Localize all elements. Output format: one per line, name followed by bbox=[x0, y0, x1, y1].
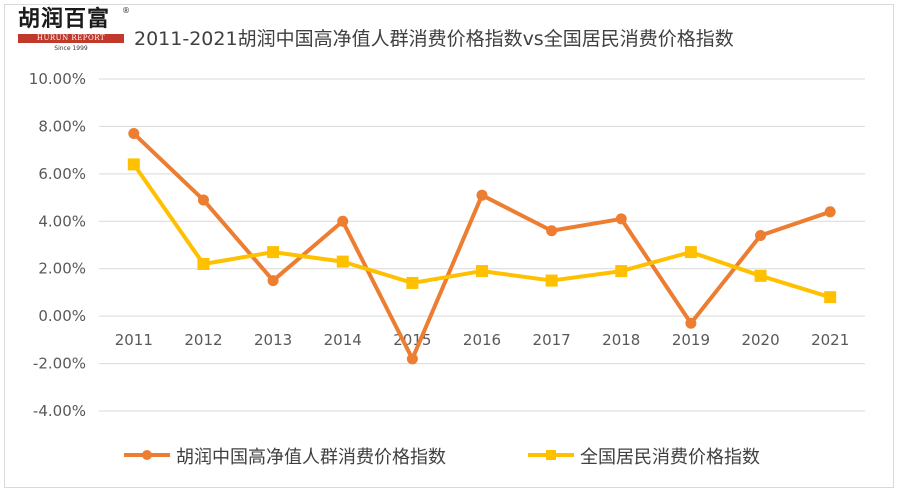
data-point bbox=[476, 265, 488, 278]
logo-chinese-text: 胡润百富 bbox=[18, 7, 111, 32]
y-tick-label: 0.00% bbox=[38, 307, 86, 325]
y-tick-label: 8.00% bbox=[38, 117, 86, 135]
y-tick-label: 2.00% bbox=[38, 260, 86, 278]
x-tick-label: 2019 bbox=[672, 331, 710, 349]
x-tick-label: 2013 bbox=[254, 331, 292, 349]
data-point bbox=[476, 189, 488, 201]
data-point bbox=[684, 246, 697, 259]
logo-red-bar bbox=[18, 34, 124, 43]
y-tick-label: -2.00% bbox=[33, 355, 86, 373]
data-point bbox=[267, 246, 280, 259]
data-point bbox=[267, 275, 279, 287]
x-tick-label: 2014 bbox=[324, 331, 362, 349]
data-point bbox=[336, 255, 349, 268]
data-point bbox=[128, 128, 140, 140]
legend-label-cpi: 全国居民消费价格指数 bbox=[580, 447, 760, 468]
x-tick-label: 2012 bbox=[184, 331, 222, 349]
x-tick-label: 2016 bbox=[463, 331, 501, 349]
legend-swatch-hnwi bbox=[124, 450, 170, 460]
logo-english-text: HURUN REPORT bbox=[36, 34, 106, 42]
legend-swatch-cpi bbox=[528, 450, 574, 460]
data-point bbox=[197, 257, 210, 270]
series-line bbox=[132, 132, 831, 361]
y-tick-label: -4.00% bbox=[33, 402, 86, 420]
data-point bbox=[337, 215, 349, 227]
data-point bbox=[545, 274, 558, 287]
x-tick-label: 2017 bbox=[533, 331, 571, 349]
y-tick-label: 6.00% bbox=[38, 165, 86, 183]
hurun-logo: 胡润百富 ® HURUN REPORT Since 1999 bbox=[18, 6, 130, 56]
y-tick-label: 4.00% bbox=[38, 212, 86, 230]
logo-since-text: Since 1999 bbox=[54, 45, 88, 52]
data-point bbox=[127, 158, 140, 171]
legend-label-hnwi: 胡润中国高净值人群消费价格指数 bbox=[176, 447, 446, 468]
x-tick-label: 2020 bbox=[741, 331, 779, 349]
data-point bbox=[615, 213, 627, 225]
data-point bbox=[197, 194, 209, 206]
data-point bbox=[754, 269, 767, 282]
logo-registered-mark: ® bbox=[122, 6, 130, 15]
data-point bbox=[406, 276, 419, 289]
chart-title: 2011-2021胡润中国高净值人群消费价格指数vs全国居民消费价格指数 bbox=[134, 28, 734, 50]
chart-legend: 胡润中国高净值人群消费价格指数 全国居民消费价格指数 bbox=[122, 441, 822, 469]
x-tick-label: 2021 bbox=[811, 331, 849, 349]
x-tick-label: 2011 bbox=[115, 331, 153, 349]
data-point bbox=[615, 265, 628, 278]
data-point bbox=[546, 225, 558, 237]
y-tick-label: 10.00% bbox=[29, 70, 86, 88]
data-point bbox=[685, 317, 697, 329]
data-point bbox=[824, 291, 837, 304]
data-point bbox=[406, 353, 418, 365]
data-point bbox=[824, 206, 836, 218]
data-point bbox=[755, 230, 767, 242]
x-tick-label: 2018 bbox=[602, 331, 640, 349]
chart-frame bbox=[4, 4, 894, 488]
